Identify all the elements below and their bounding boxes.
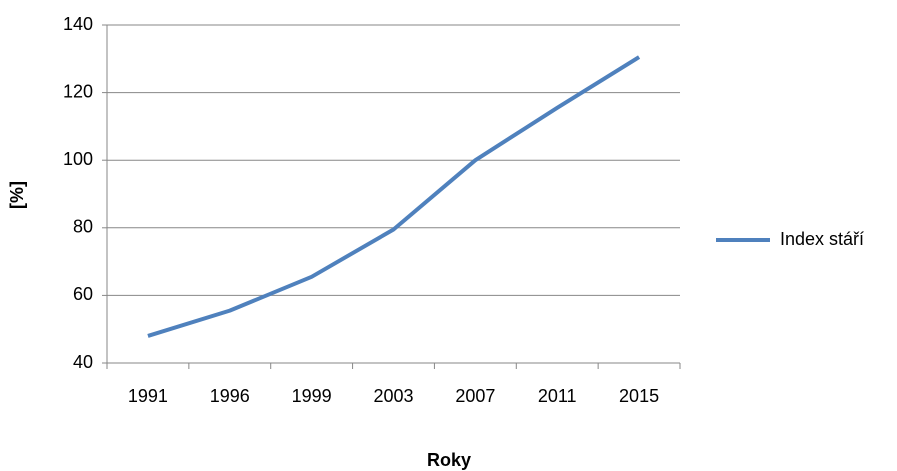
y-tick-label: 60 [73, 284, 93, 304]
x-tick-label: 1996 [210, 386, 250, 406]
y-tick-label: 100 [63, 149, 93, 169]
x-tick-label: 2011 [538, 386, 577, 406]
x-tick-label: 2015 [619, 386, 659, 406]
x-tick-label: 2007 [455, 386, 495, 406]
x-tick-label: 2003 [373, 386, 413, 406]
y-tick-label: 40 [73, 352, 93, 372]
legend-label: Index stáří [780, 229, 864, 249]
data-line [147, 55, 641, 338]
x-tick-label: 1991 [128, 386, 168, 406]
y-tick-label: 140 [63, 14, 93, 34]
y-tick-label: 120 [63, 81, 93, 101]
x-tick-label: 1999 [292, 386, 332, 406]
y-axis-title: [%] [7, 181, 27, 209]
x-axis-title: Roky [427, 450, 471, 470]
y-tick-label: 80 [73, 217, 93, 237]
